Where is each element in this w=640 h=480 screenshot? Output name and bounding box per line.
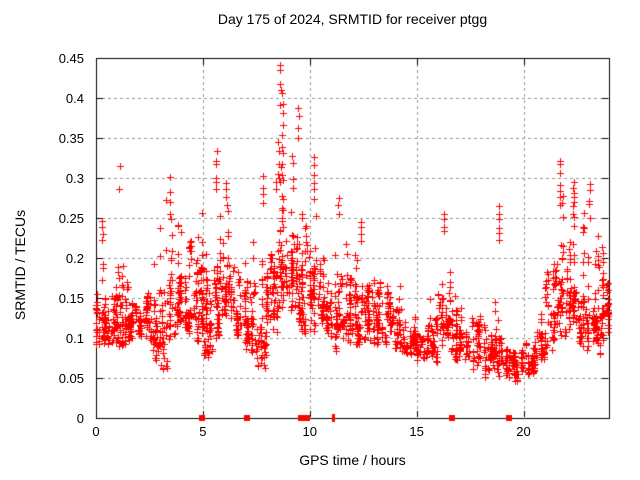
x-tick-label: 15 [409, 424, 424, 439]
y-tick-label: 0.35 [58, 131, 84, 146]
y-tick-label: 0 [76, 411, 84, 426]
y-tick-label: 0.15 [58, 291, 84, 306]
y-tick-label: 0.4 [65, 91, 84, 106]
y-tick-label: 0.45 [58, 51, 84, 66]
x-tick-label: 5 [199, 424, 207, 439]
x-axis-title: GPS time / hours [299, 452, 406, 468]
y-tick-label: 0.2 [65, 251, 84, 266]
chart-title: Day 175 of 2024, SRMTID for receiver ptg… [217, 11, 488, 27]
y-tick-label: 0.1 [65, 331, 84, 346]
y-tick-label: 0.25 [58, 211, 84, 226]
y-tick-label: 0.05 [58, 371, 84, 386]
x-tick-label: 20 [516, 424, 531, 439]
x-tick-label: 10 [302, 424, 317, 439]
y-tick-label: 0.3 [65, 171, 84, 186]
x-tick-label: 0 [92, 424, 100, 439]
